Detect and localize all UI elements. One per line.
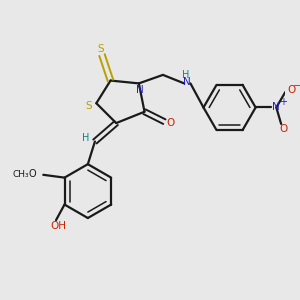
- Text: H: H: [82, 133, 89, 143]
- Text: O: O: [167, 118, 175, 128]
- Text: OH: OH: [51, 221, 67, 231]
- Text: O: O: [29, 169, 36, 179]
- Text: N: N: [272, 103, 280, 112]
- Text: N: N: [183, 77, 190, 87]
- Text: −: −: [293, 81, 300, 91]
- Text: S: S: [97, 44, 104, 54]
- Text: O: O: [287, 85, 295, 94]
- Text: O: O: [280, 124, 288, 134]
- Text: H: H: [182, 70, 189, 80]
- Text: +: +: [279, 98, 287, 107]
- Text: S: S: [85, 100, 92, 110]
- Text: CH₃: CH₃: [13, 170, 29, 179]
- Text: N: N: [136, 85, 144, 95]
